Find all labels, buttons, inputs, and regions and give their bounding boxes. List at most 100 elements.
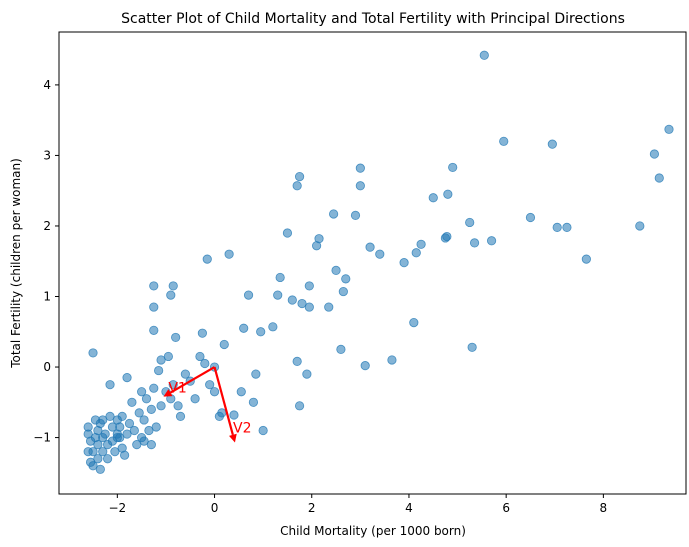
data-point — [83, 447, 93, 457]
data-point — [338, 286, 348, 297]
data-point — [465, 217, 475, 228]
data-point — [149, 325, 159, 335]
data-point — [120, 450, 130, 460]
data-point — [115, 422, 125, 432]
data-point — [168, 281, 178, 291]
data-point — [156, 355, 166, 365]
data-point — [127, 397, 137, 407]
data-point — [314, 234, 324, 244]
data-point — [304, 302, 314, 312]
data-point — [146, 440, 156, 450]
data-point — [387, 355, 397, 365]
data-point — [98, 415, 108, 425]
y-tick-label: 1 — [43, 290, 51, 304]
data-point — [156, 401, 166, 411]
data-point — [302, 369, 312, 379]
data-point — [248, 397, 259, 407]
principal-direction-arrow — [213, 366, 237, 443]
data-point — [103, 454, 113, 464]
data-point — [209, 387, 220, 397]
data-point — [256, 327, 266, 337]
data-point — [399, 258, 409, 268]
data-point — [251, 369, 261, 379]
data-point — [197, 328, 207, 338]
arrow-label: V2 — [233, 421, 251, 437]
data-point — [287, 295, 297, 305]
data-point — [350, 210, 361, 220]
data-point — [83, 422, 93, 432]
x-axis: −2 0 2 4 6 8 — [108, 494, 607, 515]
data-point — [499, 136, 509, 146]
data-point — [137, 387, 147, 397]
arrow-shaft — [213, 366, 234, 436]
data-point — [229, 410, 239, 420]
data-point — [149, 302, 159, 312]
data-point — [243, 290, 254, 300]
data-point — [154, 365, 164, 376]
data-point — [105, 380, 115, 390]
data-point — [98, 447, 108, 457]
data-point — [268, 322, 278, 332]
data-point — [239, 323, 249, 333]
data-point — [525, 212, 536, 223]
data-point — [200, 358, 210, 369]
data-point — [336, 344, 346, 355]
data-point — [294, 171, 305, 182]
data-point — [205, 380, 215, 390]
data-point — [443, 189, 453, 199]
data-point — [581, 254, 591, 264]
y-axis-label: Total Fertility (children per woman) — [9, 158, 23, 369]
data-point — [100, 429, 110, 439]
principal-direction-arrow — [163, 366, 216, 397]
data-point — [180, 369, 190, 379]
data-point — [375, 249, 385, 259]
data-point — [258, 425, 268, 436]
data-point — [175, 411, 186, 422]
data-point — [141, 394, 152, 404]
data-point — [93, 454, 103, 464]
data-point — [151, 422, 161, 432]
data-point — [202, 254, 212, 264]
plot-area: V1 V2 — [58, 31, 687, 495]
data-point — [219, 339, 229, 350]
data-point — [122, 429, 132, 439]
data-point — [173, 401, 183, 411]
data-point — [88, 348, 98, 358]
y-tick-label: 4 — [43, 78, 51, 92]
plot-frame — [58, 31, 687, 495]
data-point — [134, 408, 144, 418]
data-point — [562, 222, 572, 232]
data-point — [428, 193, 438, 203]
data-point — [448, 162, 458, 173]
y-tick-label: 3 — [43, 148, 51, 162]
data-point — [129, 425, 139, 436]
data-point — [355, 181, 365, 191]
data-point — [105, 411, 115, 422]
data-point — [292, 181, 302, 191]
data-point — [409, 318, 419, 328]
data-point — [360, 361, 370, 371]
data-point — [117, 411, 127, 422]
data-point — [171, 332, 181, 343]
data-point — [297, 298, 307, 309]
y-tick-label: −1 — [33, 431, 51, 445]
y-axis: −1 0 1 2 3 4 — [33, 78, 59, 445]
data-point — [110, 447, 120, 457]
data-point — [85, 457, 96, 467]
x-tick-label: 0 — [211, 501, 219, 515]
data-point — [664, 124, 674, 134]
data-point — [144, 425, 154, 436]
data-point — [365, 242, 375, 252]
data-point — [294, 401, 305, 411]
data-point — [275, 272, 285, 283]
x-axis-label: Child Mortality (per 1000 born) — [280, 524, 466, 538]
arrow-label: V1 — [168, 380, 186, 396]
data-point — [163, 351, 173, 362]
x-tick-label: 2 — [308, 501, 316, 515]
data-point — [547, 139, 557, 149]
data-point — [149, 383, 159, 393]
arrow-head — [228, 433, 237, 443]
data-point — [282, 228, 293, 238]
chart-title: Scatter Plot of Child Mortality and Tota… — [121, 11, 625, 27]
data-point — [486, 236, 497, 246]
